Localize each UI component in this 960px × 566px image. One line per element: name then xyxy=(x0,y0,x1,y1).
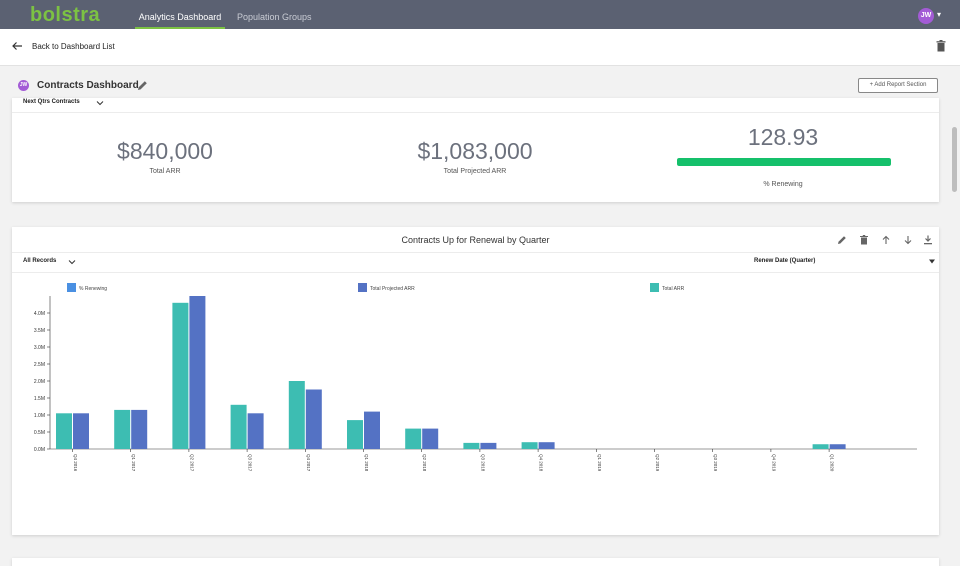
y-tick-label: 1.5M xyxy=(34,396,45,402)
x-tick-label: Q2 2017 xyxy=(189,454,194,472)
total-arr-value: $840,000 xyxy=(117,138,213,164)
bar xyxy=(538,442,555,449)
x-tick-label: Q3 2018 xyxy=(480,454,485,472)
trash-icon[interactable] xyxy=(859,235,869,245)
renewal-chart-card: Contracts Up for Renewal by Quarter All … xyxy=(12,227,939,535)
bar xyxy=(131,409,148,449)
chevron-down-icon[interactable] xyxy=(68,258,76,266)
next-report-card xyxy=(12,558,939,566)
scrollbar-thumb[interactable] xyxy=(952,127,957,192)
tab-population-groups[interactable]: Population Groups xyxy=(237,12,312,22)
x-tick-label: Q2 2018 xyxy=(422,454,427,472)
bar xyxy=(230,404,247,449)
sub-header: Back to Dashboard List xyxy=(0,29,960,66)
x-tick-label: Q3 2017 xyxy=(248,454,253,472)
x-tick-label: Q1 2019 xyxy=(597,454,602,472)
legend-swatch xyxy=(650,283,659,292)
x-tick-label: Q1 2017 xyxy=(131,454,136,472)
legend-swatch xyxy=(67,283,76,292)
tab-analytics-dashboard[interactable]: Analytics Dashboard xyxy=(135,0,225,29)
y-tick-label: 3.0M xyxy=(34,345,45,351)
y-tick-label: 2.5M xyxy=(34,362,45,368)
divider xyxy=(12,252,939,253)
bar xyxy=(829,444,846,449)
bar xyxy=(480,442,497,449)
chevron-down-icon[interactable] xyxy=(96,99,104,107)
bar xyxy=(422,428,439,449)
bar xyxy=(114,409,131,449)
bar xyxy=(247,413,264,449)
bar xyxy=(463,442,480,449)
y-tick-label: 0.5M xyxy=(34,430,45,436)
renewal-bar-chart: % Renewing Total Projected ARR Total ARR 0.… xyxy=(34,283,917,472)
next-qtrs-contracts-filter[interactable]: Next Qtrs Contracts xyxy=(23,99,80,105)
total-projected-arr-label: Total Projected ARR xyxy=(443,168,507,175)
y-tick-label: 2.0M xyxy=(34,379,45,385)
percent-renewing-progress-bar xyxy=(677,158,891,166)
x-tick-label: Q1 2020 xyxy=(830,454,835,472)
bar xyxy=(521,442,538,449)
caret-down-icon[interactable] xyxy=(929,259,935,264)
arrow-up-icon[interactable] xyxy=(881,235,891,245)
top-navbar: bolstra Analytics Dashboard Population G… xyxy=(0,0,960,29)
x-tick-label: Q4 2019 xyxy=(771,454,776,472)
total-arr-label: Total ARR xyxy=(149,168,181,175)
arrow-down-icon[interactable] xyxy=(903,235,913,245)
y-tick-label: 3.5M xyxy=(34,328,45,334)
bar xyxy=(347,420,363,449)
legend-swatch xyxy=(358,283,367,292)
pencil-icon[interactable] xyxy=(837,235,847,245)
divider xyxy=(12,272,939,273)
y-tick-label: 4.0M xyxy=(34,311,45,317)
x-tick-label: Q2 2019 xyxy=(655,454,660,472)
chart-title: Contracts Up for Renewal by Quarter xyxy=(401,235,550,245)
group-by-select[interactable]: Renew Date (Quarter) xyxy=(754,258,816,264)
chevron-down-icon[interactable]: ▾ xyxy=(937,10,942,19)
bar xyxy=(73,413,89,449)
total-projected-arr-value: $1,083,000 xyxy=(417,138,533,164)
all-records-filter[interactable]: All Records xyxy=(23,258,57,264)
percent-renewing-label: % Renewing xyxy=(763,181,803,188)
bar xyxy=(812,444,829,449)
download-icon[interactable] xyxy=(923,235,933,245)
x-tick-label: Q4 2017 xyxy=(306,454,311,472)
x-tick-label: Q4 2016 xyxy=(73,454,78,472)
back-to-dashboard-list-link[interactable]: Back to Dashboard List xyxy=(32,42,115,51)
trash-icon[interactable] xyxy=(936,40,946,52)
x-tick-label: Q4 2018 xyxy=(539,454,544,472)
summary-metrics-card: Next Qtrs Contracts $840,000 Total ARR $… xyxy=(12,98,939,202)
x-tick-label: Q1 2018 xyxy=(364,454,369,472)
add-report-section-button[interactable]: + Add Report Section xyxy=(858,78,938,93)
y-tick-label: 0.0M xyxy=(34,447,45,453)
bar xyxy=(288,381,305,449)
bolstra-logo[interactable]: bolstra xyxy=(30,4,101,26)
bar xyxy=(172,302,189,449)
bar xyxy=(189,296,206,449)
x-tick-label: Q3 2019 xyxy=(713,454,718,472)
legend-label: Total ARR xyxy=(662,286,685,292)
percent-renewing-value: 128.93 xyxy=(747,124,819,150)
progress-fill xyxy=(677,158,891,166)
bar xyxy=(405,428,422,449)
legend-label: % Renewing xyxy=(79,286,107,292)
y-tick-label: 1.0M xyxy=(34,413,45,419)
user-avatar[interactable]: JW xyxy=(918,8,934,24)
legend-label: Total Projected ARR xyxy=(370,286,415,292)
pencil-icon[interactable] xyxy=(137,80,148,91)
divider xyxy=(12,112,939,113)
bar xyxy=(305,389,322,449)
dashboard-title: Contracts Dashboard xyxy=(37,80,139,91)
bar xyxy=(364,411,380,449)
bar xyxy=(56,413,72,449)
back-arrow-icon[interactable] xyxy=(11,40,23,52)
dashboard-owner-badge: JW xyxy=(18,80,29,91)
